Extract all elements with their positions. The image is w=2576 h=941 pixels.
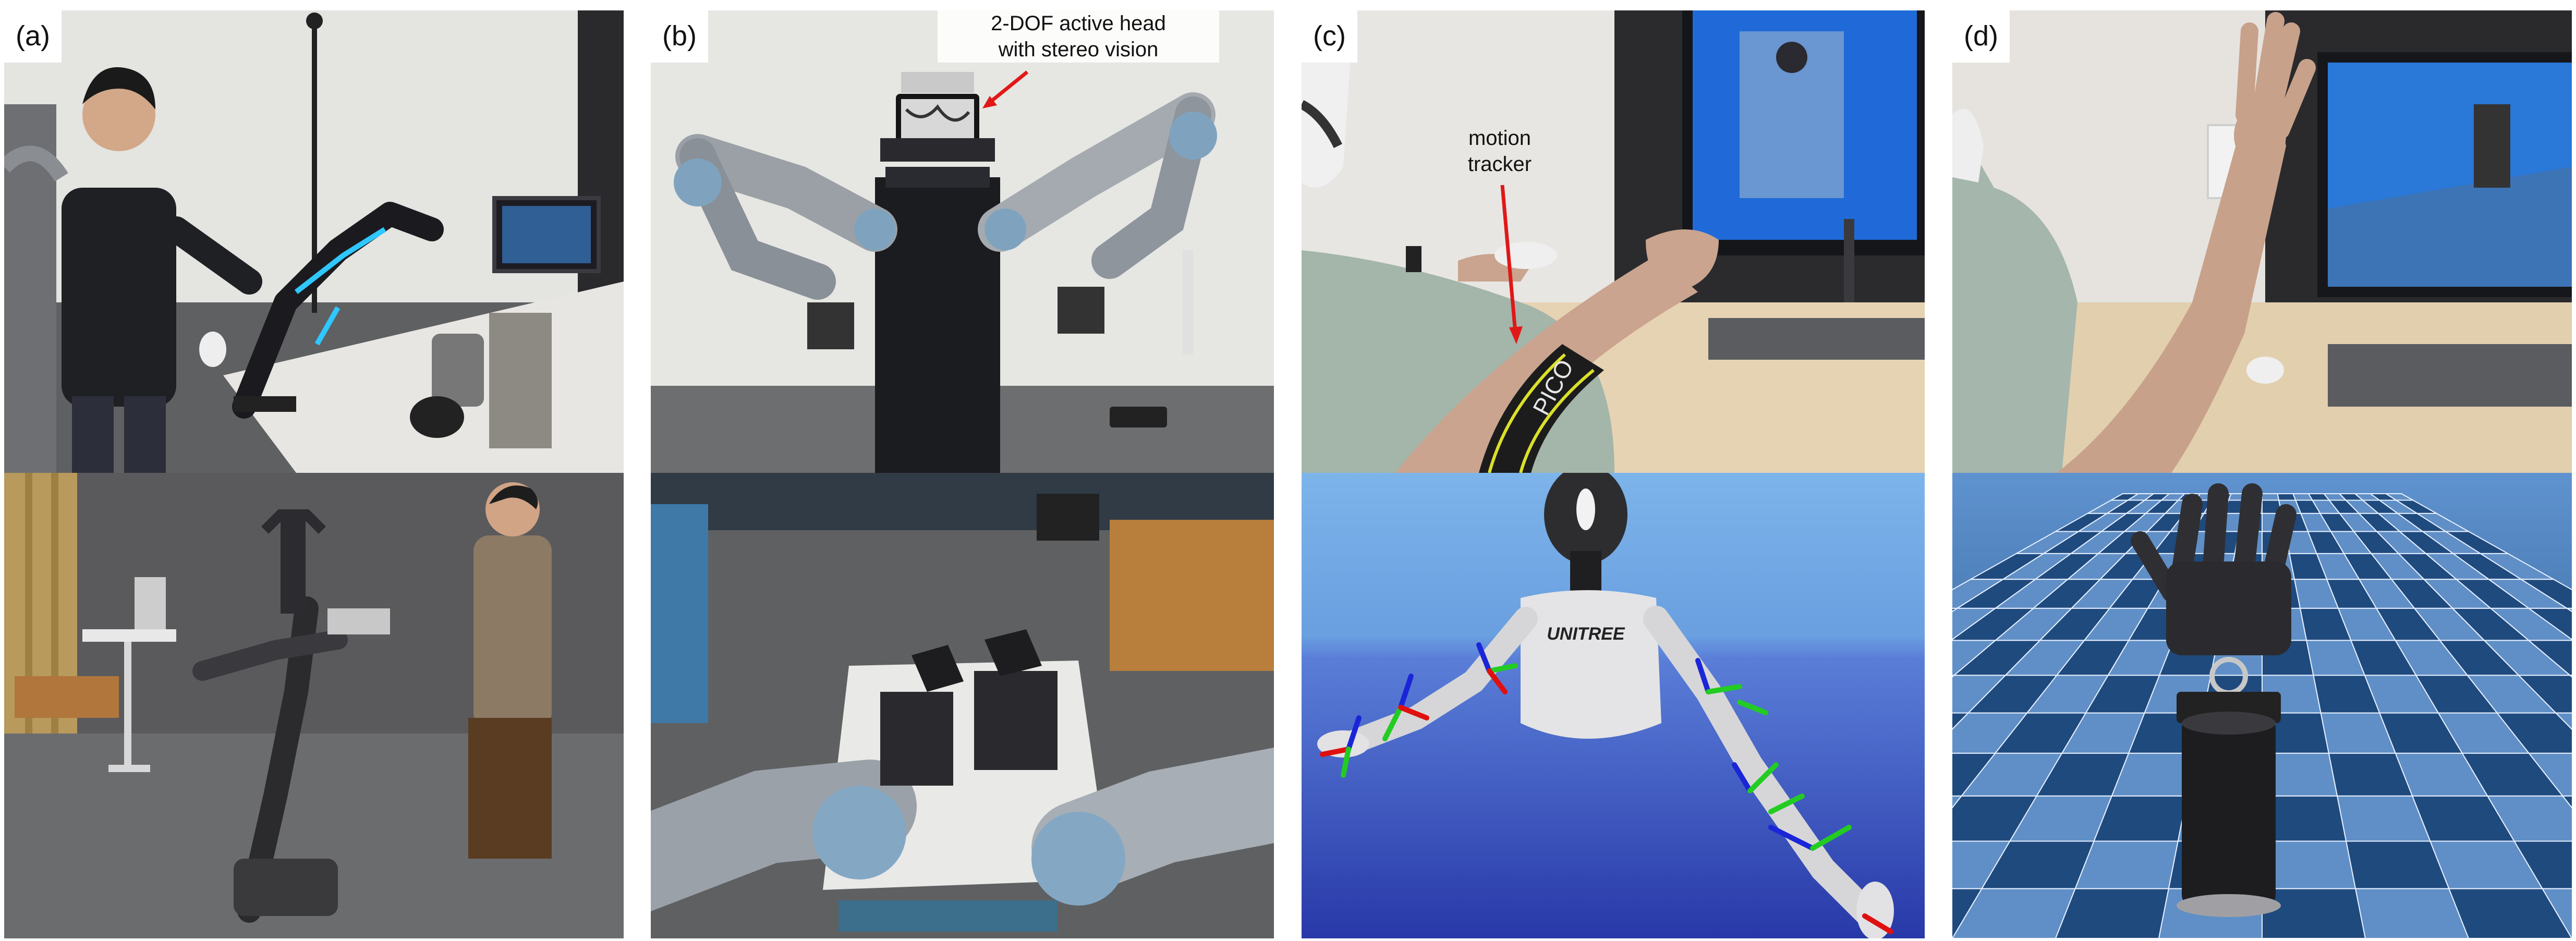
panel-label: (c): [1302, 10, 1357, 63]
floor-tile: [2565, 607, 2572, 612]
panel-c-bottom-illustration: UNITREE: [1302, 473, 1925, 938]
floor-tile: [2262, 888, 2366, 938]
head-annotation-line1: 2-DOF active head: [991, 12, 1166, 35]
panel-b-top-photo: 2-DOF active head with stereo vision (b): [651, 10, 1274, 473]
panel-b-bottom-photo: [651, 473, 1274, 938]
panel-d-bottom-illustration: [1952, 473, 2572, 938]
floor-tile: [2528, 752, 2572, 797]
panel-a-bottom-photo: [4, 473, 624, 938]
floor-tile: [2496, 712, 2572, 754]
panel-a-top-illustration: [4, 10, 624, 473]
floor-tile: [2555, 712, 2572, 730]
floor-tile: [2486, 795, 2572, 842]
floor-tile: [2074, 840, 2179, 889]
panel-label: (a): [4, 10, 62, 63]
floor-tile: [2489, 607, 2572, 641]
floor-tile: [2513, 840, 2572, 889]
floor-tile: [2262, 840, 2356, 889]
floor-tile: [2527, 640, 2572, 676]
floor-tile: [2541, 888, 2572, 938]
tracker-annotation-line2: tracker: [1467, 153, 1532, 176]
head-annotation: 2-DOF active head with stereo vision: [938, 10, 1219, 63]
floor-tile: [2519, 579, 2572, 609]
tracker-annotation: motion tracker: [1432, 125, 1568, 177]
panel-c-bottom-sim: UNITREE: [1302, 473, 1925, 938]
panel-label: (d): [1952, 10, 2010, 63]
panel-b-bottom-illustration: [651, 473, 1274, 938]
panel-c-top-photo: PICO motion tracker (c): [1302, 10, 1925, 473]
tracker-annotation-line1: motion: [1468, 127, 1532, 150]
floor-tile: [2561, 795, 2572, 809]
checker-floor: [1952, 493, 2572, 938]
floor-tile: [2262, 493, 2280, 501]
panel-d-top-photo: (d): [1952, 10, 2572, 473]
floor-tile: [1952, 888, 2076, 938]
robot-logo-text: UNITREE: [1547, 624, 1625, 644]
panel-b-top-illustration: [651, 10, 1274, 473]
head-annotation-line2: with stereo vision: [998, 38, 1159, 61]
panel-a-bottom-illustration: [4, 473, 624, 938]
panel-label: (b): [651, 10, 708, 63]
panel-c-top-illustration: PICO: [1302, 10, 1925, 473]
floor-tile: [1952, 675, 1956, 678]
panel-a-top-photo: (a): [4, 10, 624, 473]
floor-tile: [2527, 607, 2572, 640]
panel-d-top-illustration: [1952, 10, 2572, 473]
floor-tile: [2448, 888, 2572, 938]
panel-d-bottom-sim: [1952, 473, 2572, 938]
floor-tile: [2568, 675, 2572, 678]
floor-tile: [2517, 675, 2572, 714]
floor-tile: [2055, 888, 2170, 938]
floor-tile: [2354, 888, 2470, 938]
